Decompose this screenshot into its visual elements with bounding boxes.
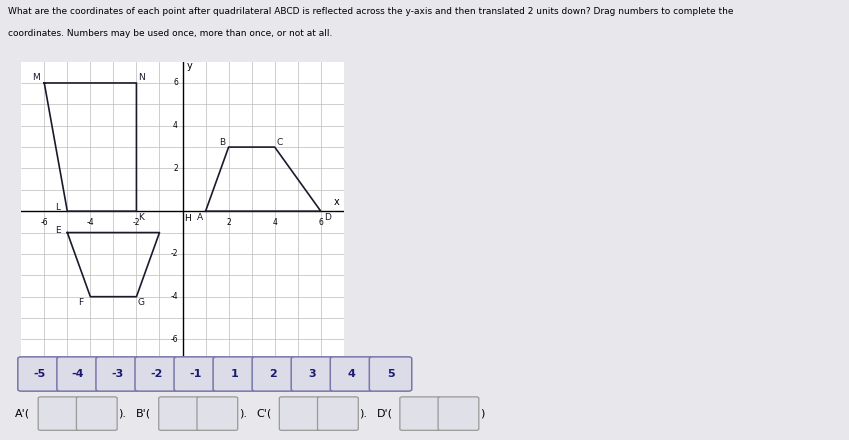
Text: E: E <box>55 226 61 235</box>
Text: -3: -3 <box>111 369 123 379</box>
Text: ).: ). <box>239 409 246 418</box>
Text: 2: 2 <box>173 164 178 173</box>
Text: -2: -2 <box>150 369 162 379</box>
Text: B: B <box>219 138 225 147</box>
Text: y: y <box>187 61 193 71</box>
Text: D'(: D'( <box>377 409 393 418</box>
Text: A: A <box>197 213 203 222</box>
Text: 6: 6 <box>318 218 323 227</box>
Text: G: G <box>138 297 144 307</box>
Text: 4: 4 <box>173 121 178 130</box>
Text: What are the coordinates of each point after quadrilateral ABCD is reflected acr: What are the coordinates of each point a… <box>8 7 734 15</box>
Text: ): ) <box>480 409 484 418</box>
Text: B'(: B'( <box>136 409 151 418</box>
Text: ).: ). <box>118 409 126 418</box>
Text: 2: 2 <box>226 218 231 227</box>
Text: 6: 6 <box>173 78 178 88</box>
Text: D: D <box>324 213 331 222</box>
Text: M: M <box>32 73 40 82</box>
Text: 1: 1 <box>230 369 239 379</box>
Text: 2: 2 <box>269 369 278 379</box>
Text: H: H <box>183 214 190 223</box>
Text: A'(: A'( <box>15 409 31 418</box>
Text: -5: -5 <box>33 369 45 379</box>
Text: 4: 4 <box>347 369 356 379</box>
Text: 5: 5 <box>387 369 394 379</box>
Text: ).: ). <box>359 409 367 418</box>
Text: -1: -1 <box>189 369 201 379</box>
Text: x: x <box>334 197 340 207</box>
Text: -4: -4 <box>72 369 84 379</box>
Text: -2: -2 <box>171 249 178 258</box>
Text: C'(: C'( <box>256 409 272 418</box>
Text: F: F <box>79 297 84 307</box>
Text: 3: 3 <box>309 369 316 379</box>
Text: -2: -2 <box>132 218 140 227</box>
Text: -6: -6 <box>41 218 48 227</box>
Text: C: C <box>276 138 283 147</box>
Text: 4: 4 <box>273 218 277 227</box>
Text: K: K <box>138 213 144 222</box>
Text: -4: -4 <box>87 218 94 227</box>
Text: -6: -6 <box>171 335 178 344</box>
Text: L: L <box>55 203 60 213</box>
Text: N: N <box>138 73 144 82</box>
Text: -4: -4 <box>171 292 178 301</box>
Text: coordinates. Numbers may be used once, more than once, or not at all.: coordinates. Numbers may be used once, m… <box>8 29 333 37</box>
